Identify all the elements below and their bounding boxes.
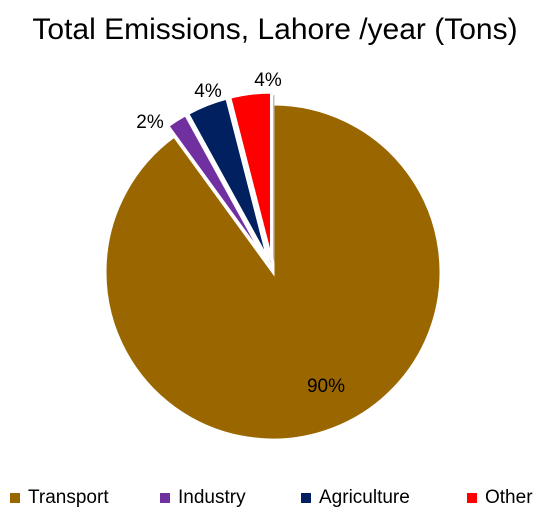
legend-item-agriculture: Agriculture xyxy=(301,484,410,512)
chart-title: Total Emissions, Lahore /year (Tons) xyxy=(32,13,518,46)
pie-slice-other xyxy=(227,90,273,261)
legend-swatch-transport xyxy=(10,493,20,503)
pie-slice-industry xyxy=(165,112,268,263)
data-label-agriculture: 4% xyxy=(194,81,222,102)
data-label-other: 4% xyxy=(254,70,282,91)
legend-swatch-agriculture xyxy=(301,493,311,503)
legend-item-transport: Transport xyxy=(10,484,109,512)
pie-slice-agriculture xyxy=(185,96,271,262)
legend-item-industry: Industry xyxy=(160,484,246,512)
data-label-transport: 90% xyxy=(307,376,345,397)
pie-slices xyxy=(103,90,443,442)
pie-data-labels: 90% 2% 4% 4% xyxy=(136,70,345,397)
pie-slice-transport xyxy=(103,102,443,442)
legend-item-other: Other xyxy=(467,484,533,512)
legend-label-industry: Industry xyxy=(178,487,246,508)
legend-label-transport: Transport xyxy=(28,487,109,508)
legend-label-agriculture: Agriculture xyxy=(319,487,410,508)
data-label-industry: 2% xyxy=(136,112,164,133)
legend-swatch-industry xyxy=(160,493,170,503)
legend: Transport Industry Agriculture Other xyxy=(0,484,550,512)
legend-swatch-other xyxy=(467,493,477,503)
legend-label-other: Other xyxy=(485,487,533,508)
pie-chart: 90% 2% 4% 4% xyxy=(103,70,443,442)
